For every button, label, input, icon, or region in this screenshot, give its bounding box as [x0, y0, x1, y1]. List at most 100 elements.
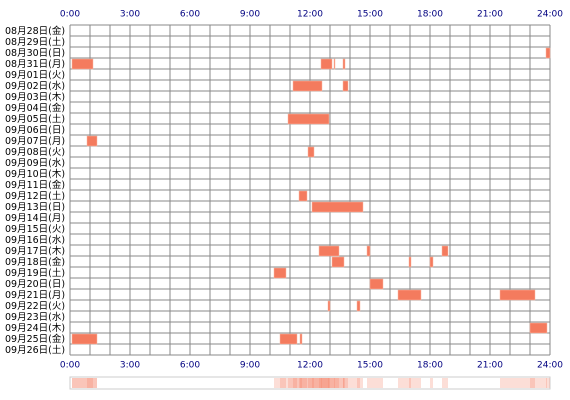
activity-bar [342, 58, 346, 70]
activity-bar [369, 278, 384, 290]
row-label: 09月16日(水) [5, 234, 65, 246]
row-label: 08月31日(月) [5, 59, 65, 70]
activity-bar [71, 333, 98, 345]
summary-bar [530, 378, 547, 388]
activity-bar [273, 267, 287, 279]
activity-bar [499, 289, 536, 301]
activity-bar [311, 201, 364, 213]
row-label: 09月22日(火) [5, 301, 65, 312]
row-label: 09月01日(火) [5, 70, 65, 81]
summary-bar [357, 378, 360, 388]
row-label: 09月14日(月) [5, 213, 65, 224]
activity-bar [366, 245, 371, 257]
row-label: 08月30日(日) [5, 48, 65, 59]
row-label: 09月09日(水) [5, 157, 65, 169]
summary-bar [398, 378, 421, 388]
row-label: 09月03日(木) [5, 91, 65, 103]
summary-bar [409, 378, 411, 388]
row-label: 08月29日(土) [5, 36, 65, 48]
x-tick-label: 21:00 [477, 361, 503, 371]
x-tick-label: 0:00 [60, 361, 80, 371]
activity-bar [287, 113, 330, 125]
activity-bar [441, 245, 449, 257]
activity-bar [408, 256, 412, 268]
summary-bar [274, 378, 286, 388]
x-tick-label: 21:00 [477, 10, 503, 20]
activity-bar [298, 190, 308, 202]
summary-bar [500, 378, 535, 388]
row-label: 09月21日(月) [5, 290, 65, 301]
row-label: 08月28日(金) [5, 25, 65, 37]
row-label: 09月18日(金) [5, 256, 65, 268]
row-label: 09月11日(金) [5, 179, 65, 191]
activity-bar [71, 58, 94, 70]
row-label: 09月02日(水) [5, 80, 65, 92]
activity-bar [299, 333, 303, 345]
summary-bar [300, 378, 302, 388]
summary-strip [69, 376, 551, 390]
row-label: 09月20日(日) [5, 279, 65, 290]
x-tick-label: 6:00 [180, 361, 200, 371]
activity-bar [397, 289, 422, 301]
summary-bar [293, 378, 322, 388]
x-tick-label: 24:00 [537, 10, 563, 20]
summary-bar [319, 378, 339, 388]
summary-bar [370, 378, 383, 388]
activity-bar [331, 256, 345, 268]
activity-bar [320, 58, 333, 70]
summary-bar [367, 378, 370, 388]
activity-bar [327, 300, 331, 312]
activity-bar [342, 80, 349, 92]
activity-bar [307, 146, 315, 158]
x-tick-label: 18:00 [417, 361, 443, 371]
row-label: 09月07日(月) [5, 136, 65, 147]
summary-bar [87, 378, 97, 388]
activity-bar [545, 47, 551, 59]
x-tick-label: 12:00 [297, 361, 323, 371]
x-tick-label: 9:00 [240, 361, 260, 371]
row-label: 09月05日(土) [5, 113, 65, 125]
x-tick-label: 18:00 [417, 10, 443, 20]
summary-bar [430, 378, 433, 388]
row-label: 09月26日(土) [5, 344, 65, 356]
summary-bar [442, 378, 448, 388]
summary-bar [308, 378, 314, 388]
summary-bar [328, 378, 330, 388]
summary-bar [343, 378, 348, 388]
row-label: 09月19日(土) [5, 267, 65, 279]
summary-bar [72, 378, 97, 388]
activity-bar [86, 135, 98, 147]
x-tick-label: 0:00 [60, 10, 80, 20]
summary-bar [343, 378, 345, 388]
summary-bar [72, 378, 93, 388]
summary-bar [280, 378, 297, 388]
x-tick-label: 24:00 [537, 361, 563, 371]
summary-bar [288, 378, 329, 388]
row-label: 09月10日(木) [5, 168, 65, 180]
x-tick-label: 3:00 [120, 361, 140, 371]
row-label: 09月13日(日) [5, 202, 65, 213]
summary-bar [299, 378, 307, 388]
summary-bar [334, 378, 335, 388]
activity-bar [529, 322, 548, 334]
x-tick-label: 3:00 [120, 10, 140, 20]
x-tick-label: 12:00 [297, 10, 323, 20]
row-label: 09月04日(金) [5, 102, 65, 114]
x-tick-label: 6:00 [180, 10, 200, 20]
summary-bar [546, 378, 550, 388]
row-label: 09月17日(木) [5, 245, 65, 257]
activity-bar [292, 80, 323, 92]
x-tick-label: 15:00 [357, 10, 383, 20]
activity-bar [318, 245, 340, 257]
summary-bar [321, 378, 332, 388]
activity-bar [333, 58, 336, 70]
row-label: 09月06日(日) [5, 125, 65, 136]
summary-bar [312, 378, 363, 388]
row-label: 09月08日(火) [5, 147, 65, 158]
row-label: 09月23日(水) [5, 311, 65, 323]
row-label: 09月24日(木) [5, 322, 65, 334]
row-label: 09月15日(火) [5, 224, 65, 235]
x-tick-label: 9:00 [240, 10, 260, 20]
x-tick-label: 15:00 [357, 361, 383, 371]
